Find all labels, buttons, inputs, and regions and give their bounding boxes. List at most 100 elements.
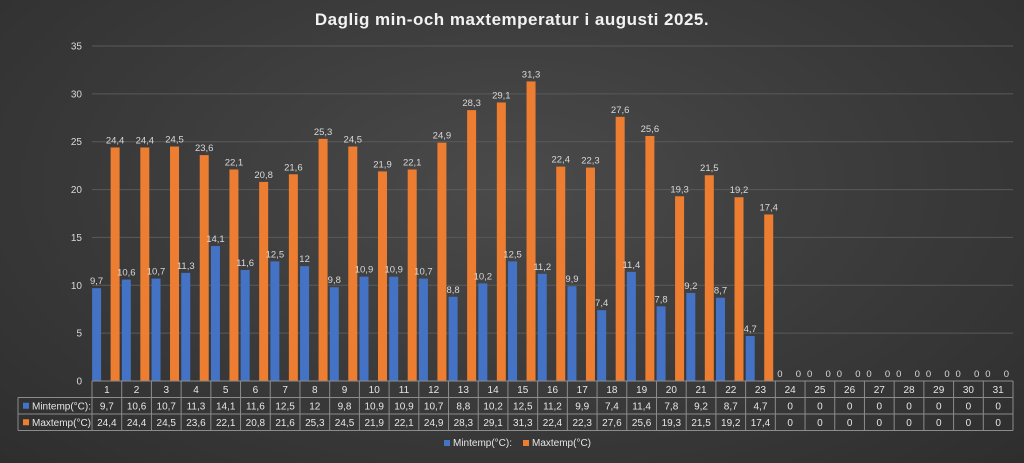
x-tick-label: 21 [695,385,707,396]
max-temp-data-label: 25,3 [314,127,333,138]
table-cell: 4,7 [754,402,768,413]
max-temp-bar [348,146,358,381]
min-temp-bar [121,279,131,381]
x-tick-label: 6 [253,385,259,396]
table-cell: 24,4 [97,418,117,429]
min-temp-bar [537,273,547,381]
table-cell: 21,9 [365,418,385,429]
max-temp-data-label: 0 [885,369,890,380]
min-temp-data-label: 11,3 [177,261,195,272]
max-temp-data-label: 0 [1004,369,1009,380]
table-cell: 17,4 [751,418,771,429]
max-temp-data-label: 24,9 [433,131,452,142]
table-cell: 12,5 [513,402,533,413]
table-cell: 0 [966,418,972,429]
min-temp-data-label: 12 [299,254,310,265]
table-cell: 22,4 [543,418,563,429]
max-temp-data-label: 22,4 [552,155,571,166]
table-cell: 12,5 [275,402,295,413]
table-cell: 9,2 [694,402,708,413]
min-temp-data-label: 10,2 [474,271,493,282]
table-cell: 0 [877,418,883,429]
min-temp-data-label: 12,5 [266,249,285,260]
max-temp-data-label: 21,9 [373,159,392,170]
x-tick-label: 5 [223,385,229,396]
min-temp-data-label: 12,5 [503,249,522,260]
max-temp-bar [288,174,298,381]
min-temp-data-label: 8,7 [714,286,727,297]
max-temp-data-label: 24,4 [106,135,125,146]
table-cell: 10,9 [394,402,414,413]
min-temp-data-label: 10,7 [414,267,433,278]
max-temp-bar [318,138,328,381]
max-temp-data-label: 21,5 [700,163,719,174]
table-cell: 29,1 [483,418,503,429]
min-temp-data-label: 0 [837,369,842,380]
min-temp-data-label: 10,9 [355,265,374,276]
table-cell: 0 [906,418,912,429]
max-temp-bar [704,175,714,381]
min-temp-bar [270,261,280,381]
min-temp-data-label: 0 [777,369,782,380]
x-tick-label: 13 [458,385,470,396]
max-temp-data-label: 24,5 [165,135,184,146]
table-series-name: Maxtemp(°C) [32,418,91,429]
max-temp-data-label: 0 [915,369,920,380]
table-cell: 22,3 [572,418,592,429]
table-cell: 0 [995,402,1001,413]
x-tick-label: 18 [606,385,618,396]
y-tick-label: 20 [71,185,83,196]
table-cell: 9,9 [575,402,589,413]
max-temp-bar [140,147,150,381]
min-temp-bar [359,276,369,381]
max-temp-data-label: 22,1 [403,157,422,168]
x-tick-label: 7 [282,385,288,396]
table-cell: 23,6 [186,418,206,429]
min-temp-data-label: 10,9 [384,265,403,276]
table-cell: 31,3 [513,418,533,429]
table-cell: 14,1 [216,402,236,413]
x-tick-label: 16 [547,385,559,396]
max-temp-data-label: 22,1 [225,157,244,168]
data-labels: 9,7 10,6 10,7 11,3 14,1 11,6 12,5 12 9,8 10,9 10,9… [90,69,1009,380]
table-cell: 22,1 [394,418,414,429]
x-tick-label: 10 [369,385,381,396]
table-cell: 11,4 [632,402,651,413]
max-temp-data-label: 23,6 [195,143,214,154]
min-temp-data-label: 10,6 [117,268,136,279]
table-cell: 8,8 [456,402,470,413]
max-temp-data-label: 22,3 [581,156,600,167]
min-temp-bar [716,297,726,381]
min-temp-data-label: 9,8 [328,275,341,286]
table-cell: 0 [847,418,853,429]
min-temp-data-label: 7,8 [654,294,667,305]
table-cell: 7,4 [605,402,619,413]
table-cell: 0 [787,418,793,429]
min-temp-data-label: 4,7 [744,324,757,335]
max-temp-bar [407,169,417,381]
min-temp-data-label: 11,4 [622,260,640,271]
max-temp-data-label: 31,3 [522,69,541,80]
min-temp-data-label: 9,9 [565,274,578,285]
max-temp-bar [734,197,744,381]
max-temp-data-label: 0 [944,369,949,380]
max-temp-data-label: 0 [855,369,860,380]
max-temp-bar [496,102,506,381]
max-temp-data-label: 0 [825,369,830,380]
table-cell: 0 [877,402,883,413]
min-temp-bar [597,310,607,381]
min-temp-data-label: 0 [866,369,871,380]
table-cell: 21,6 [275,418,295,429]
table-cell: 22,1 [216,418,236,429]
x-tick-label: 17 [577,385,589,396]
max-temp-data-label: 25,6 [641,124,660,135]
min-temp-bar [508,261,518,381]
max-temp-bar [615,116,625,381]
max-temp-bar [526,81,536,382]
x-tick-label: 19 [636,385,648,396]
table-cell: 0 [936,418,942,429]
table-cell: 10,2 [483,402,503,413]
x-tick-label: 3 [163,385,169,396]
x-tick-label: 20 [666,385,678,396]
